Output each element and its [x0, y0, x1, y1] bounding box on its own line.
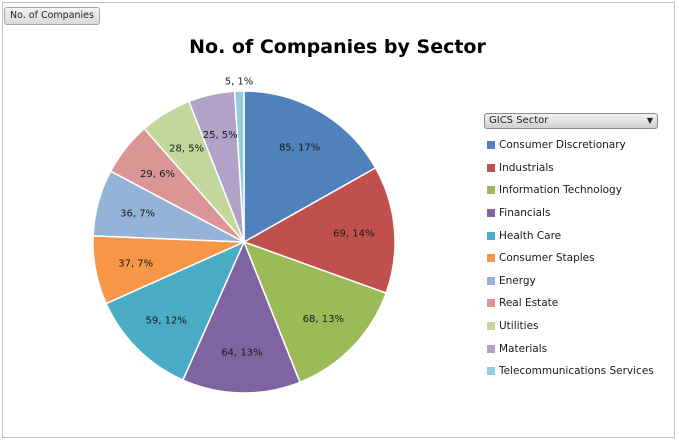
pie-slice-10[interactable]	[233, 90, 245, 243]
legend-item: Health Care	[487, 224, 654, 247]
data-label-6: 36, 7%	[120, 209, 155, 220]
pie-slice-1[interactable]	[242, 166, 396, 295]
legend-swatch	[487, 163, 495, 172]
legend-label: Consumer Staples	[499, 252, 595, 265]
legend-label: Real Estate	[499, 297, 559, 310]
chart-legend: Consumer Discretionary Industrials Informa…	[487, 134, 654, 383]
legend-label: Materials	[499, 342, 548, 355]
legend-item: Real Estate	[487, 292, 654, 315]
data-label-10: 5, 1%	[225, 77, 254, 88]
data-label-1: 69, 14%	[333, 228, 374, 239]
legend-swatch	[487, 186, 495, 195]
legend-label: Health Care	[499, 229, 562, 242]
legend-label: Industrials	[499, 161, 554, 174]
data-label-7: 29, 6%	[140, 169, 175, 180]
legend-item: Consumer Staples	[487, 247, 654, 270]
legend-item: Information Technology	[487, 179, 654, 202]
data-label-4: 59, 12%	[146, 316, 187, 327]
legend-filter-dropdown[interactable]: GICS Sector ▼	[484, 113, 658, 129]
data-label-3: 64, 13%	[221, 348, 262, 359]
legend-swatch	[487, 322, 495, 331]
legend-swatch	[487, 209, 495, 218]
pie-slice-2[interactable]	[242, 240, 388, 384]
data-label-9: 25, 5%	[203, 130, 238, 141]
legend-item: Energy	[487, 270, 654, 293]
data-label-8: 28, 5%	[169, 143, 204, 154]
pie-slice-4[interactable]	[105, 240, 246, 382]
legend-item: Consumer Discretionary	[487, 134, 654, 157]
legend-item: Utilities	[487, 315, 654, 338]
chart-title: No. of Companies by Sector	[189, 36, 486, 58]
legend-swatch	[487, 254, 495, 263]
legend-label: Information Technology	[499, 184, 622, 197]
legend-item: Materials	[487, 337, 654, 360]
legend-filter-label: GICS Sector	[489, 115, 549, 126]
data-label-5: 37, 7%	[118, 258, 153, 269]
legend-label: Energy	[499, 274, 536, 287]
legend-swatch	[487, 276, 495, 285]
legend-swatch	[487, 231, 495, 240]
legend-swatch	[487, 141, 495, 150]
pie-slice-3[interactable]	[181, 240, 301, 394]
legend-swatch	[487, 299, 495, 308]
legend-label: Utilities	[499, 320, 539, 333]
data-label-2: 68, 13%	[303, 314, 344, 325]
legend-item: Telecommunications Services	[487, 360, 654, 383]
legend-item: Financials	[487, 202, 654, 225]
legend-swatch	[487, 367, 495, 376]
legend-swatch	[487, 344, 495, 353]
pie-slice-0[interactable]	[243, 90, 377, 244]
legend-label: Financials	[499, 207, 551, 220]
legend-item: Industrials	[487, 157, 654, 180]
chevron-down-icon[interactable]: ▼	[646, 116, 653, 125]
legend-label: Telecommunications Services	[499, 365, 654, 378]
data-label-0: 85, 17%	[279, 142, 320, 153]
value-field-button[interactable]: No. of Companies	[4, 7, 100, 25]
legend-label: Consumer Discretionary	[499, 139, 626, 152]
